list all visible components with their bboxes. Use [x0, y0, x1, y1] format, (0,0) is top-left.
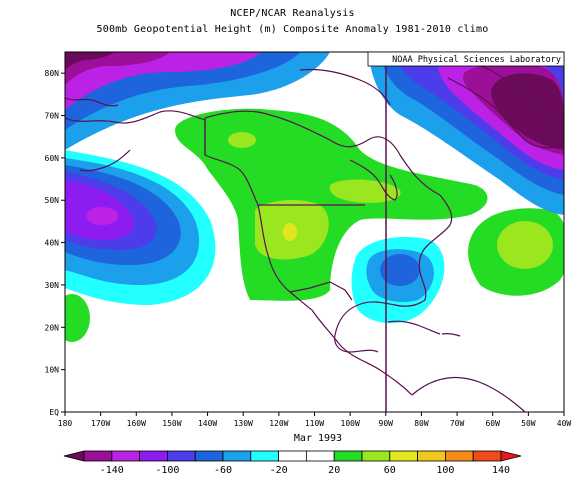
lat-tick-label: 50N — [45, 196, 60, 205]
lon-tick-label: 180 — [58, 419, 73, 428]
colorbar-label: 20 — [328, 465, 340, 476]
coastline-gulf — [334, 299, 426, 353]
colorbar-min-arrow — [63, 450, 85, 462]
lon-tick-label: 110W — [305, 419, 324, 428]
coastline-south-america — [411, 376, 526, 412]
longitude-axis: 180 170W 160W 150W 140W 130W 120W 110W 100W 90W 80… — [58, 412, 572, 428]
lat-tick-label: 10N — [45, 366, 60, 375]
colorbar-segment — [139, 450, 168, 462]
colorbar-segment — [194, 450, 224, 462]
lat-tick-label: 30N — [45, 281, 60, 290]
colorbar-segment — [472, 450, 502, 462]
border-us-mexico — [289, 281, 353, 301]
lon-tick-label: 90W — [379, 419, 394, 428]
colorbar-label: -100 — [155, 465, 179, 476]
map-subtitle: 500mb Geopotential Height (m) Composite … — [96, 24, 489, 35]
colorbar-segment — [278, 450, 307, 462]
colorbar-segment — [222, 450, 252, 462]
anomaly-region-north-neg — [65, 52, 170, 85]
lon-tick-label: 160W — [127, 419, 146, 428]
date-label: Mar 1993 — [294, 433, 342, 444]
lon-tick-label: 80W — [414, 419, 429, 428]
colorbar-segment — [111, 450, 141, 462]
credit-box — [367, 51, 565, 67]
anomaly-region-west-ridge — [283, 223, 297, 241]
colorbar-segment — [389, 450, 418, 462]
anomaly-region-se-trough — [380, 254, 420, 286]
lat-tick-label: 40N — [45, 239, 60, 248]
lon-tick-label: 50W — [521, 419, 536, 428]
lat-tick-label: 60N — [45, 154, 60, 163]
coastline-alaska — [65, 110, 313, 311]
colorbar-label: -60 — [214, 465, 232, 476]
lon-tick-label: 60W — [485, 419, 500, 428]
coastlines — [65, 60, 561, 412]
lon-tick-label: 120W — [269, 419, 288, 428]
anomaly-region-atlantic-high — [497, 221, 553, 269]
lon-tick-label: 100W — [341, 419, 360, 428]
credit-label: NOAA Physical Sciences Laboratory — [392, 55, 561, 65]
anomaly-region-north-neg — [65, 52, 115, 70]
anomaly-region-greenland-low — [491, 73, 564, 150]
colorbar-label: 100 — [436, 465, 454, 476]
colorbar-label: -20 — [270, 465, 288, 476]
coastline-arctic-islands — [299, 68, 391, 106]
anomaly-region-west-ridge — [329, 179, 401, 203]
colorbar-label: 140 — [492, 465, 510, 476]
colorbar-segment — [444, 450, 474, 462]
anomaly-field — [65, 52, 564, 412]
lat-tick-label: 80N — [45, 69, 60, 78]
coastline-greenland — [439, 60, 561, 149]
coastline-cuba — [387, 320, 441, 335]
lon-tick-label: 130W — [234, 419, 253, 428]
anomaly-region-pacific-low — [86, 207, 118, 225]
lat-tick-label: 20N — [45, 323, 60, 332]
lon-tick-label: 140W — [198, 419, 217, 428]
lat-tick-label: 70N — [45, 112, 60, 121]
coastline-bering — [65, 97, 119, 107]
coastline-east-canada — [418, 194, 453, 301]
colorbar-segment — [305, 450, 335, 462]
lon-tick-label: 150W — [162, 419, 181, 428]
lon-tick-label: 40W — [557, 419, 572, 428]
coastline-arctic-canada — [204, 110, 441, 196]
colorbar-segment — [361, 450, 391, 462]
coastline-alaska-peninsula — [79, 149, 131, 172]
anomaly-region-small-pos — [65, 294, 90, 342]
colorbar-label: -140 — [100, 465, 124, 476]
lat-tick-label: EQ — [49, 408, 59, 417]
colorbar-max-arrow — [500, 450, 522, 462]
colorbar-segment — [417, 450, 446, 462]
colorbar-segment — [333, 450, 363, 462]
colorbar-label: 60 — [384, 465, 396, 476]
colorbar-segment — [83, 450, 113, 462]
coastline-mexico — [311, 309, 413, 396]
lon-tick-label: 170W — [91, 419, 110, 428]
coastline-hispaniola — [441, 333, 461, 337]
colorbar-segment — [250, 450, 280, 462]
colorbar-segment — [166, 450, 196, 462]
anomaly-region-north-neg — [65, 52, 260, 110]
anomaly-region-west-ridge — [228, 132, 256, 148]
colorbar: -140 -100 -60 -20 20 60 100 140 — [63, 450, 522, 476]
lon-tick-label: 70W — [450, 419, 465, 428]
map-title: NCEP/NCAR Reanalysis — [230, 8, 355, 19]
latitude-axis: EQ 10N 20N 30N 40N 50N 60N 70N 80N — [45, 69, 65, 417]
